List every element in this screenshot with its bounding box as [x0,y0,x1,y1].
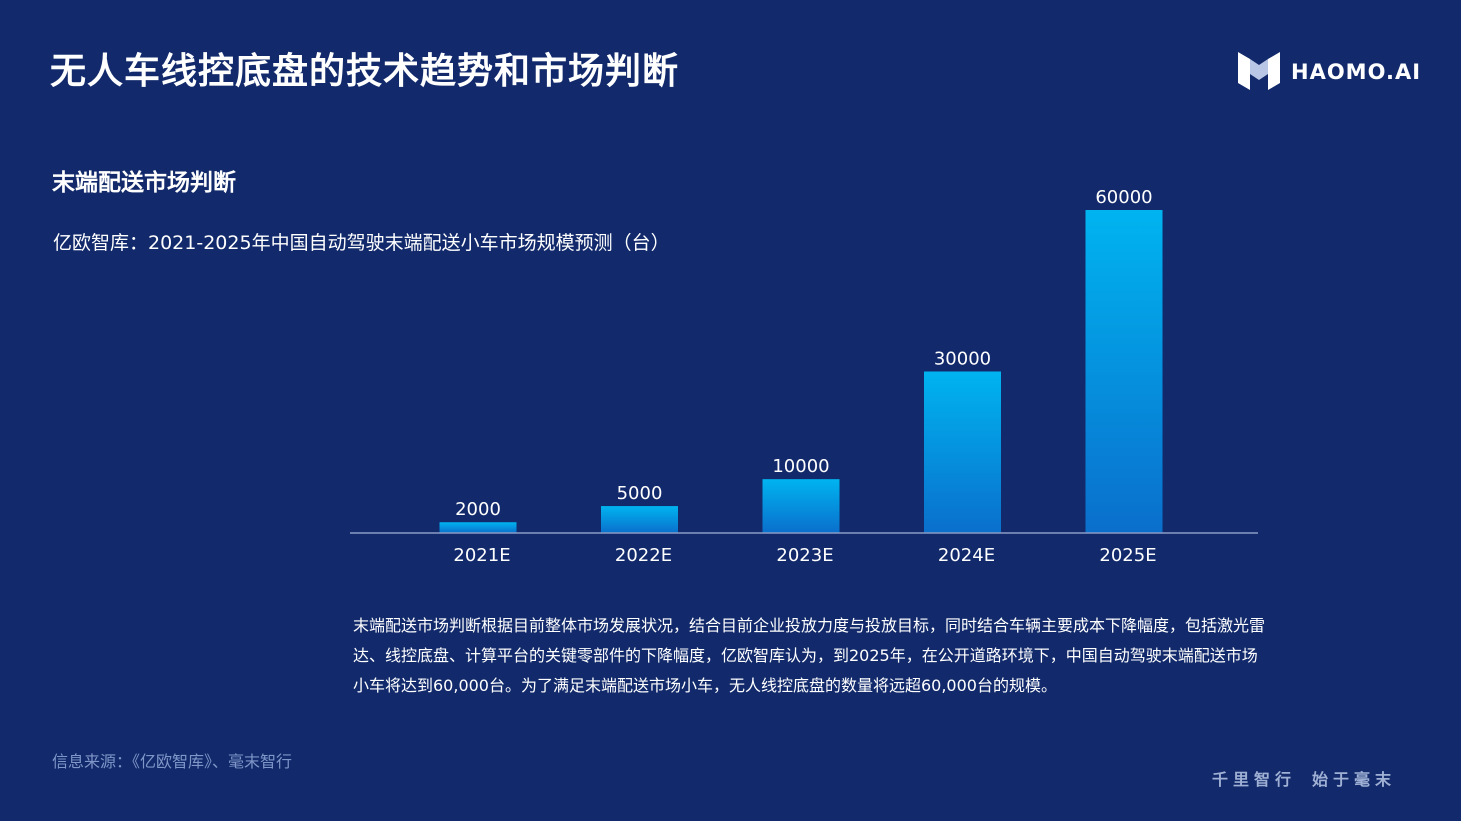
haomo-logo-icon [1238,52,1280,90]
slogan-left: 千里智行 [1212,770,1297,789]
x-tick-label-2024E: 2024E [938,545,995,566]
x-tick-label-2022E: 2022E [615,545,672,566]
x-tick-label-2023E: 2023E [776,545,833,566]
bar-2022E [601,506,678,533]
data-label-2021E: 2000 [455,499,501,520]
bar-2021E [439,522,517,533]
bar-2023E [762,479,840,533]
description-text: 末端配送市场判断根据目前整体市场发展状况，结合目前企业投放力度与投放目标，同时结… [353,616,1266,695]
slogan: 千里智行 始于毫末 [1212,766,1396,790]
x-tick-label-2025E: 2025E [1099,545,1156,566]
brand-logo: HAOMO.AI [1237,50,1421,94]
bar-chart: 2000 2021E 5000 2022E 10000 2023E 30000 2024E 60… [350,187,1258,566]
slogan-right: 始于毫末 [1312,770,1397,789]
page-title: 无人车线控底盘的技术趋势和市场判断 [50,51,680,92]
data-label-2022E: 5000 [617,483,663,504]
chart-caption: 亿欧智库：2021-2025年中国自动驾驶末端配送小车市场规模预测（台） [53,232,670,254]
bar-2025E [1085,210,1163,533]
section-title: 末端配送市场判断 [52,170,236,196]
data-label-2024E: 30000 [934,349,991,370]
logo-text: HAOMO.AI [1291,60,1422,84]
data-label-2023E: 10000 [772,456,829,477]
x-tick-label-2021E: 2021E [453,545,510,566]
source-note: 信息来源：《亿欧智库》、毫末智行 [52,752,293,771]
data-label-2025E: 60000 [1095,187,1152,208]
bar-2024E [924,371,1001,533]
